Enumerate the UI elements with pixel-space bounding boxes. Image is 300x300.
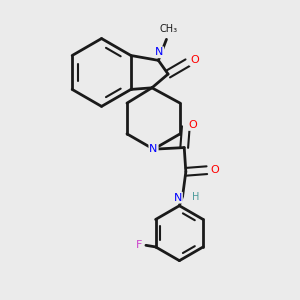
Text: O: O	[211, 164, 219, 175]
Text: CH₃: CH₃	[159, 23, 177, 34]
Text: N: N	[149, 144, 158, 154]
Text: N: N	[174, 193, 182, 203]
Text: F: F	[136, 240, 142, 250]
Text: O: O	[189, 120, 197, 130]
Text: N: N	[155, 47, 163, 57]
Text: O: O	[190, 55, 199, 65]
Text: H: H	[192, 192, 200, 202]
